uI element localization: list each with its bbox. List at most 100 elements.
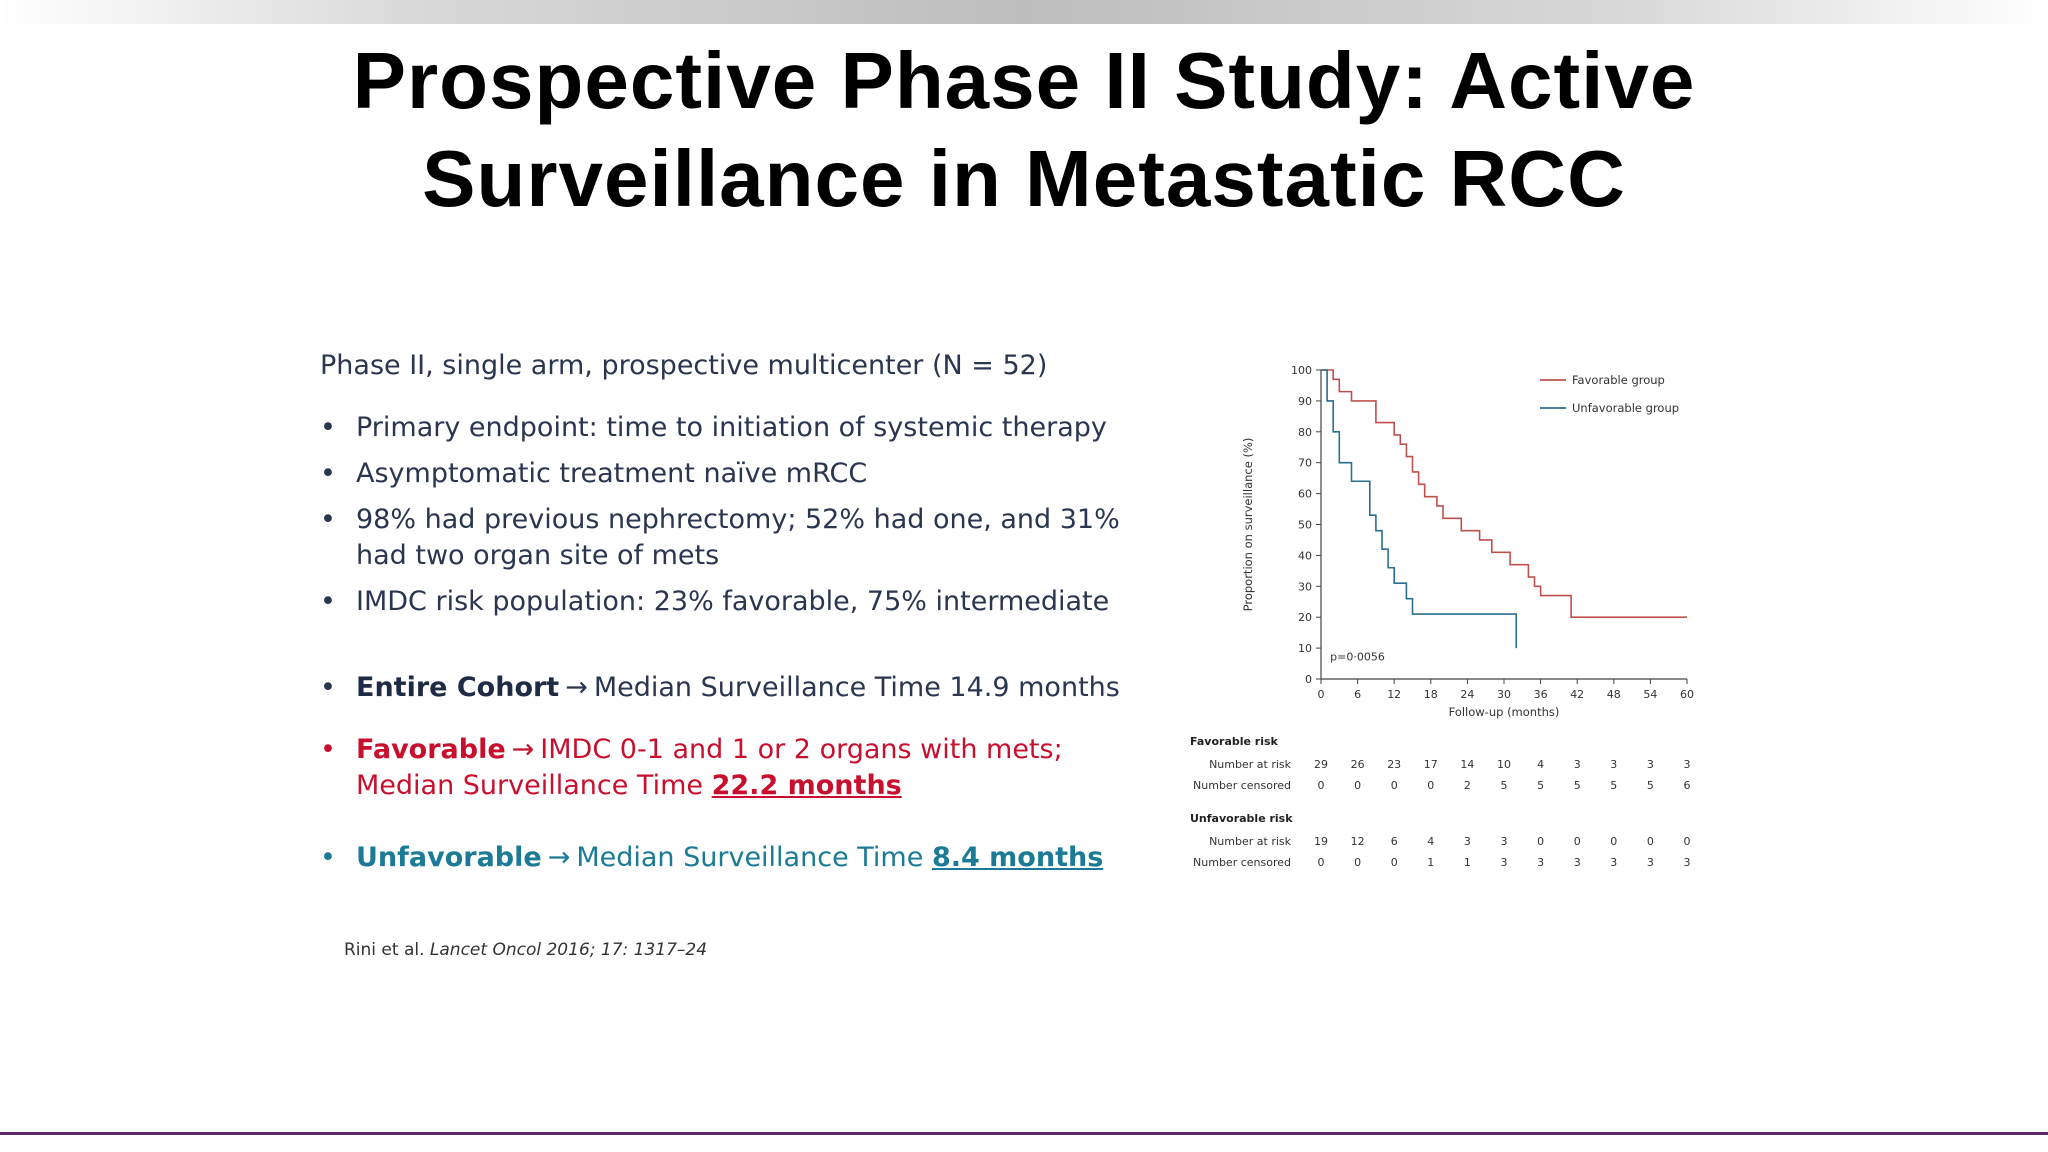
risk-cell: 0 [1574, 835, 1581, 848]
y-tick-label: 10 [1298, 642, 1312, 655]
risk-cell: 0 [1391, 856, 1398, 869]
x-tick-label: 48 [1607, 688, 1621, 701]
risk-cell: 3 [1574, 856, 1581, 869]
x-tick-label: 42 [1570, 688, 1584, 701]
y-tick-label: 90 [1298, 395, 1312, 408]
risk-group-title: Favorable risk [1190, 735, 1279, 748]
top-gradient-bar [0, 0, 2048, 24]
bullet-imdc-risk: IMDC risk population: 23% favorable, 75%… [320, 584, 1140, 620]
risk-cell: 0 [1610, 835, 1617, 848]
risk-cell: 5 [1574, 779, 1581, 792]
risk-cell: 6 [1684, 779, 1691, 792]
arrow-icon: → [565, 672, 588, 703]
risk-cell: 3 [1684, 758, 1691, 771]
risk-cell: 2 [1464, 779, 1471, 792]
y-tick-label: 50 [1298, 519, 1312, 532]
bullet-nephrectomy: 98% had previous nephrectomy; 52% had on… [320, 502, 1140, 574]
summary-unfavorable: Unfavorable→Median Surveillance Time 8.4… [320, 840, 1160, 876]
risk-cell: 29 [1314, 758, 1328, 771]
y-tick-label: 70 [1298, 457, 1312, 470]
risk-row-label: Number censored [1193, 856, 1291, 869]
entire-cohort-text: Median Surveillance Time 14.9 months [593, 672, 1120, 703]
x-tick-label: 36 [1534, 688, 1548, 701]
risk-cell: 3 [1610, 758, 1617, 771]
risk-cell: 3 [1501, 856, 1508, 869]
risk-cell: 10 [1497, 758, 1511, 771]
x-tick-label: 0 [1318, 688, 1325, 701]
citation: Rini et al. Lancet Oncol 2016; 17: 1317–… [344, 940, 707, 960]
series-line-unfavorable [1321, 369, 1517, 649]
y-tick-label: 0 [1305, 673, 1312, 686]
title-line-2: Surveillance in Metastatic RCC [422, 134, 1626, 223]
risk-row-label: Number censored [1193, 779, 1291, 792]
risk-group-title: Unfavorable risk [1190, 812, 1293, 825]
risk-cell: 19 [1314, 835, 1328, 848]
unfavorable-value: 8.4 months [931, 842, 1104, 873]
citation-authors: Rini et al. [344, 940, 425, 960]
risk-cell: 14 [1460, 758, 1474, 771]
risk-cell: 5 [1610, 779, 1617, 792]
risk-cell: 1 [1427, 856, 1434, 869]
x-tick-label: 30 [1497, 688, 1511, 701]
favorable-label: Favorable [356, 734, 506, 765]
risk-cell: 5 [1647, 779, 1654, 792]
risk-cell: 0 [1427, 779, 1434, 792]
x-axis-label: Follow-up (months) [1449, 705, 1560, 719]
risk-row-label: Number at risk [1209, 758, 1292, 771]
y-tick-label: 30 [1298, 580, 1312, 593]
summary-favorable: Favorable→IMDC 0-1 and 1 or 2 organs wit… [320, 732, 1160, 804]
legend-label: Unfavorable group [1572, 401, 1679, 415]
risk-cell: 26 [1351, 758, 1365, 771]
y-tick-label: 20 [1298, 611, 1312, 624]
risk-cell: 0 [1354, 856, 1361, 869]
risk-cell: 3 [1610, 856, 1617, 869]
x-tick-label: 54 [1643, 688, 1657, 701]
entire-cohort-item: Entire Cohort→Median Surveillance Time 1… [320, 670, 1160, 706]
risk-cell: 12 [1351, 835, 1365, 848]
risk-cell: 5 [1537, 779, 1544, 792]
study-design-subhead: Phase II, single arm, prospective multic… [320, 350, 1048, 381]
y-tick-label: 40 [1298, 549, 1312, 562]
y-tick-label: 100 [1291, 364, 1312, 377]
risk-cell: 3 [1684, 856, 1691, 869]
bottom-accent-bar [0, 1132, 2048, 1135]
risk-cell: 1 [1464, 856, 1471, 869]
favorable-item: Favorable→IMDC 0-1 and 1 or 2 organs wit… [320, 732, 1160, 804]
citation-journal: Lancet Oncol 2016; 17: 1317–24 [429, 940, 708, 960]
series-line-favorable [1321, 369, 1687, 618]
risk-cell: 0 [1647, 835, 1654, 848]
arrow-icon: → [547, 842, 571, 873]
risk-cell: 23 [1387, 758, 1401, 771]
risk-cell: 4 [1537, 758, 1544, 771]
entire-cohort-label: Entire Cohort [356, 672, 560, 703]
risk-cell: 5 [1501, 779, 1508, 792]
title-line-1: Prospective Phase II Study: Active [352, 36, 1696, 125]
arrow-icon: → [511, 734, 535, 765]
unfavorable-label: Unfavorable [356, 842, 542, 873]
risk-cell: 3 [1647, 856, 1654, 869]
risk-cell: 3 [1537, 856, 1544, 869]
risk-cell: 6 [1391, 835, 1398, 848]
risk-cell: 0 [1318, 856, 1325, 869]
study-bullets: Primary endpoint: time to initiation of … [320, 410, 1140, 620]
risk-cell: 0 [1537, 835, 1544, 848]
risk-cell: 0 [1391, 779, 1398, 792]
x-tick-label: 24 [1460, 688, 1474, 701]
x-tick-label: 60 [1680, 688, 1694, 701]
risk-cell: 3 [1574, 758, 1581, 771]
unfavorable-item: Unfavorable→Median Surveillance Time 8.4… [320, 840, 1160, 876]
x-tick-label: 6 [1354, 688, 1361, 701]
risk-cell: 17 [1424, 758, 1438, 771]
risk-cell: 3 [1501, 835, 1508, 848]
x-tick-label: 18 [1424, 688, 1438, 701]
unfavorable-text: Median Surveillance Time [576, 842, 924, 873]
risk-cell: 4 [1427, 835, 1434, 848]
x-tick-label: 12 [1387, 688, 1401, 701]
y-tick-label: 60 [1298, 488, 1312, 501]
bullet-primary-endpoint: Primary endpoint: time to initiation of … [320, 410, 1140, 446]
risk-cell: 3 [1647, 758, 1654, 771]
risk-cell: 0 [1354, 779, 1361, 792]
y-axis-label: Proportion on surveillance (%) [1241, 438, 1255, 612]
favorable-value: 22.2 months [711, 770, 902, 801]
